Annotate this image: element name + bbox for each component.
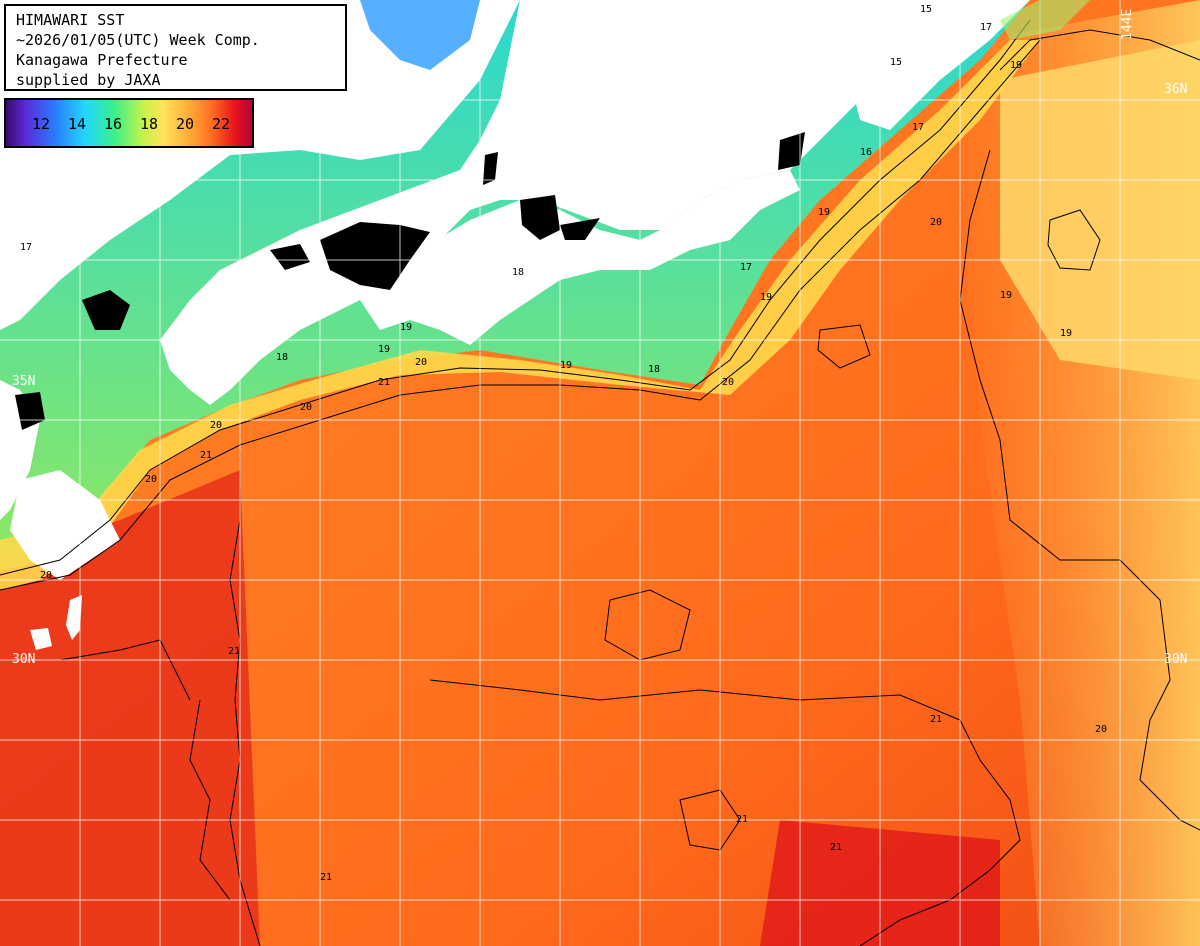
contour-label: 16 [860, 147, 872, 158]
lon-label-136e: 136E [480, 8, 495, 40]
contour-label: 17 [912, 122, 924, 133]
contour-label: 15 [890, 57, 902, 68]
contour-label: 21 [830, 842, 842, 853]
warm-core [0, 470, 260, 946]
nodata-patch-7 [270, 244, 310, 270]
contour-label: 20 [210, 420, 222, 431]
legend-tick: 20 [176, 115, 195, 133]
yakushima [30, 628, 52, 650]
contour-label: 17 [740, 262, 752, 273]
contour-label: 21 [736, 814, 748, 825]
nodata-patch-8 [483, 152, 498, 185]
tanegashima [66, 595, 82, 640]
contours [0, 19, 1200, 946]
contour-label: 20 [300, 402, 312, 413]
cool-northeast [1000, 40, 1200, 380]
contour-label: 21 [200, 450, 212, 461]
nodata-patch-4 [778, 132, 805, 170]
contour-label: 19 [400, 322, 412, 333]
legend-tick: 18 [140, 115, 159, 133]
legend-labels: 12 14 16 18 20 22 [32, 115, 248, 133]
contour-label: 20 [930, 217, 942, 228]
southwest-land [10, 470, 120, 580]
legend-tick: 12 [32, 115, 51, 133]
lat-label-35n: 35N [12, 374, 36, 389]
nodata-patch-2 [520, 195, 560, 240]
lat-label-30n-right: 30N [1164, 652, 1188, 667]
legend-tick: 22 [212, 115, 231, 133]
contour-label: 17 [20, 242, 32, 253]
cold-pocket-2 [1000, 0, 1090, 40]
central-land [160, 0, 880, 405]
contour-label: 21 [930, 714, 942, 725]
title-line-1: HIMAWARI SST [16, 11, 125, 29]
contour-label: 21 [378, 377, 390, 388]
lat-label-36n: 36N [1164, 82, 1188, 97]
title-line-2: ~2026/01/05(UTC) Week Comp. [16, 31, 260, 49]
cold-pocket-1 [360, 0, 480, 70]
nodata-patch-1 [320, 222, 430, 290]
contour-label: 19 [1060, 328, 1072, 339]
contour-label: 19 [560, 360, 572, 371]
title-line-3: Kanagawa Prefecture [16, 51, 188, 69]
lat-label-30n-left: 30N [12, 652, 36, 667]
contour-label: 20 [40, 570, 52, 581]
contour-label: 20 [145, 474, 157, 485]
contour-label: 21 [320, 872, 332, 883]
contour-label: 17 [980, 22, 992, 33]
contour-label: 19 [818, 207, 830, 218]
nodata-patch-3 [560, 218, 600, 240]
lon-label-144e: 144E [1120, 8, 1135, 40]
contour-label: 20 [722, 377, 734, 388]
contour-label: 19 [1000, 290, 1012, 301]
nodata-patch-5 [82, 290, 130, 330]
contour-label: 18 [648, 364, 660, 375]
kii-peninsula [360, 170, 800, 345]
title-line-4: supplied by JAXA [16, 71, 161, 89]
legend-tick: 14 [68, 115, 87, 133]
contour-label: 20 [415, 357, 427, 368]
sst-color-legend: 12 14 16 18 20 22 [4, 98, 254, 148]
contour-label: 18 [512, 267, 524, 278]
contour-label: 19 [760, 292, 772, 303]
contour-label: 19 [378, 344, 390, 355]
legend-tick: 16 [104, 115, 123, 133]
contour-label: 18 [276, 352, 288, 363]
contour-label: 15 [920, 4, 932, 15]
title-box: HIMAWARI SST ~2026/01/05(UTC) Week Comp.… [4, 4, 347, 91]
contour-labels: 15 17 15 17 16 19 17 19 18 19 19 20 19 1… [20, 4, 1107, 883]
contour-label: 21 [228, 646, 240, 657]
boso-peninsula [850, 0, 1030, 130]
contour-label: 20 [1095, 724, 1107, 735]
contour-label: 19 [1010, 60, 1022, 71]
